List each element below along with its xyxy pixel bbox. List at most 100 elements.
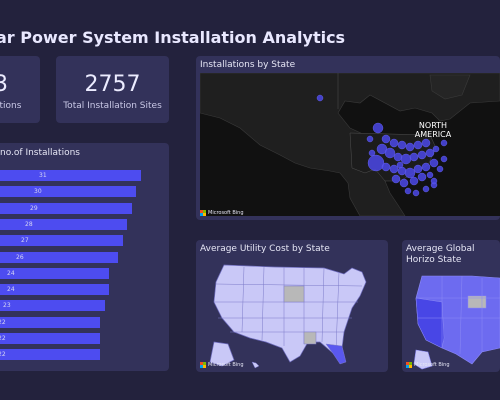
bar[interactable] [0, 202, 132, 214]
installation-bubble[interactable] [417, 150, 427, 160]
kpi-label: ations [0, 101, 22, 111]
bar[interactable] [0, 186, 136, 198]
hawaii-shape [251, 361, 260, 369]
installation-bubble[interactable] [421, 138, 431, 148]
attribution-text: Microsoft Bing [414, 362, 450, 368]
installation-bubble[interactable] [397, 166, 407, 176]
installation-bubble[interactable] [421, 162, 431, 172]
bar-value-label: 22 [0, 335, 6, 342]
alaska-shape [413, 349, 433, 370]
utility-map-title: Average Utility Cost by State [200, 244, 330, 254]
bar[interactable] [0, 316, 100, 328]
installation-bubble[interactable] [440, 155, 448, 163]
nebraska-highlight [467, 295, 487, 309]
installation-bubble[interactable] [368, 149, 376, 157]
bar-value-label: 27 [21, 237, 29, 245]
bar[interactable] [0, 333, 100, 344]
nebraska-highlight [283, 285, 305, 303]
installation-bubble[interactable] [409, 152, 419, 162]
bar[interactable] [0, 170, 141, 181]
installation-bubble[interactable] [413, 140, 423, 150]
bar-value-label: 31 [39, 172, 47, 179]
installation-bubble[interactable] [436, 165, 444, 173]
florida-highlight [325, 343, 347, 365]
bar-value-label: 30 [34, 188, 42, 196]
attribution-text: Microsoft Bing [208, 210, 244, 216]
bar-value-label: 28 [25, 220, 33, 228]
north-america-label: NORTH AMERICA [414, 121, 452, 139]
bar-value-label: 24 [7, 286, 15, 294]
bar-value-label: 22 [0, 318, 6, 326]
bar[interactable] [0, 284, 109, 296]
bar[interactable] [0, 251, 118, 263]
bar[interactable] [0, 300, 105, 312]
installation-bubble[interactable] [399, 178, 409, 188]
irradiance-map[interactable] [412, 268, 500, 370]
installation-bubble[interactable] [425, 148, 435, 158]
installation-bubble[interactable] [400, 153, 412, 165]
kpi-label: Total Installation Sites [63, 101, 162, 111]
installation-bubble[interactable] [393, 152, 403, 162]
bar-value-label: 26 [16, 253, 24, 261]
microsoft-logo-icon [200, 210, 206, 216]
installations-map-panel[interactable]: Installations by State NORTH AMERICA Mic… [196, 56, 500, 220]
kpi-card-total-sites[interactable]: 2757 Total Installation Sites [56, 56, 169, 123]
installation-bubble[interactable] [366, 135, 374, 143]
bar[interactable] [0, 235, 123, 247]
installation-bubble[interactable] [372, 122, 384, 134]
installation-bubble[interactable] [417, 172, 427, 182]
installation-bubble[interactable] [367, 154, 385, 172]
dashboard-title: ar Power System Installation Analytics [0, 28, 346, 47]
installation-bubble[interactable] [429, 158, 439, 168]
bing-attribution: Microsoft Bing [200, 362, 244, 368]
kpi-value: 2757 [84, 72, 141, 97]
installation-bubble[interactable] [384, 147, 396, 159]
installation-bubble[interactable] [389, 164, 399, 174]
installation-bubble[interactable] [426, 171, 434, 179]
bar-value-label: 22 [0, 351, 6, 359]
kpi-card-installations[interactable]: 3 ations [0, 56, 40, 123]
kpi-value: 3 [0, 72, 8, 97]
microsoft-logo-icon [406, 362, 412, 368]
bar[interactable] [0, 218, 127, 230]
louisiana-highlight [303, 331, 317, 345]
greenland [429, 74, 471, 100]
installation-bubble[interactable] [404, 187, 412, 195]
installation-bubble[interactable] [422, 185, 430, 193]
utility-cost-map[interactable] [204, 262, 382, 370]
bar[interactable] [0, 349, 100, 361]
bar-value-label: 29 [30, 204, 38, 212]
installation-bubble[interactable] [440, 139, 448, 147]
bar-chart-title: no.of Installations [0, 148, 80, 158]
installation-bubble[interactable] [381, 134, 391, 144]
bar-value-label: 24 [7, 269, 15, 277]
installations-bar-chart-panel[interactable]: no.of Installations 31 30 29 28 27 26 24 24 23 2 2… [0, 143, 169, 371]
installation-bubble[interactable] [409, 176, 419, 186]
utility-cost-map-panel[interactable]: Average Utility Cost by State Microsoft … [196, 240, 388, 372]
installation-bubble[interactable] [389, 138, 399, 148]
installation-bubble[interactable] [404, 167, 416, 179]
installation-bubble[interactable] [412, 189, 420, 197]
bing-attribution: Microsoft Bing [406, 362, 450, 368]
installation-bubble[interactable] [413, 164, 423, 174]
alaska-shape [209, 341, 235, 367]
microsoft-logo-icon [200, 362, 206, 368]
attribution-text: Microsoft Bing [208, 362, 244, 368]
installation-bubble[interactable] [316, 94, 324, 102]
installation-bubble[interactable] [381, 162, 391, 172]
irradiance-map-panel[interactable]: Average Global Horizo State Microsoft Bi… [402, 240, 500, 372]
installation-bubble[interactable] [405, 142, 415, 152]
bar[interactable] [0, 267, 109, 279]
bar-value-label: 23 [3, 302, 11, 310]
irradiance-map-title: Average Global Horizo State [406, 244, 475, 265]
bing-attribution: Microsoft Bing [200, 210, 244, 216]
us-mainland-shape [213, 264, 367, 363]
installations-map[interactable] [200, 73, 500, 216]
installation-bubble[interactable] [391, 174, 401, 184]
installation-bubble[interactable] [396, 161, 404, 169]
installation-bubble[interactable] [432, 145, 440, 153]
installation-bubble[interactable] [397, 140, 407, 150]
installation-bubble[interactable] [430, 177, 438, 185]
map-title: Installations by State [200, 60, 296, 70]
southwest-region [415, 297, 445, 349]
